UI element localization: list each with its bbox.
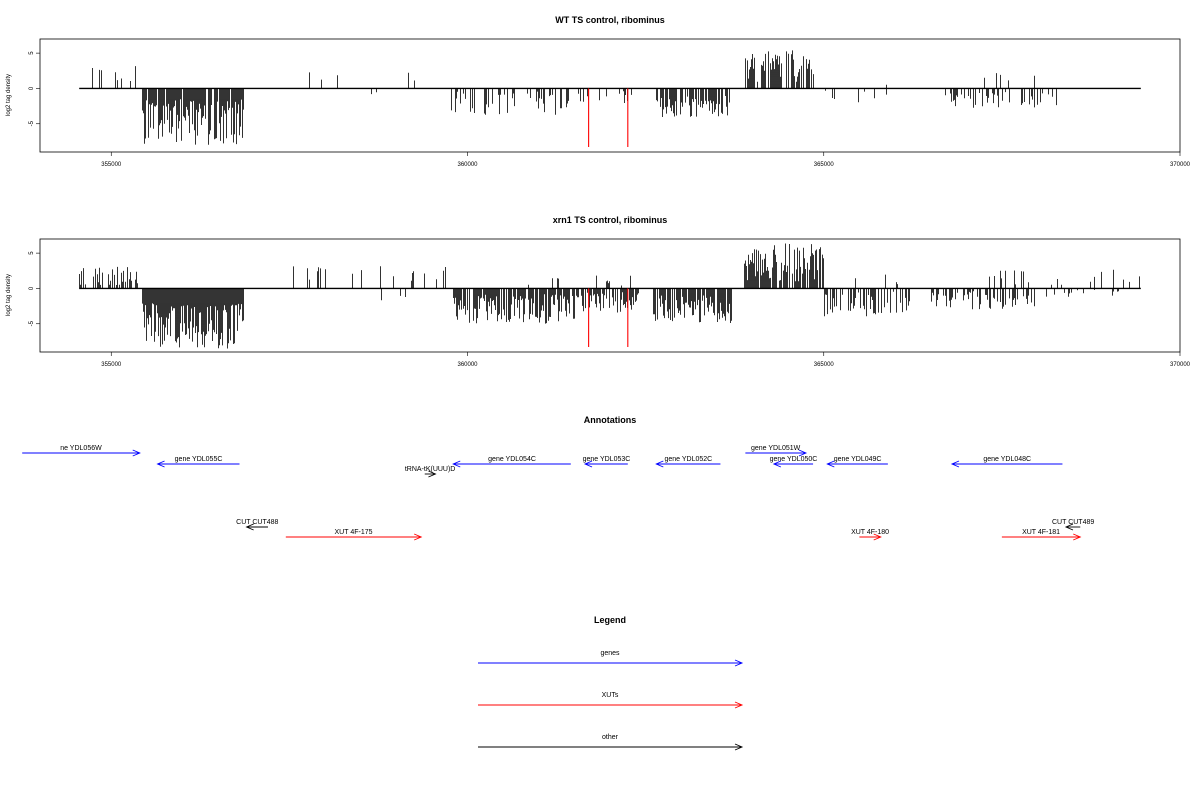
annotation-arrow-head [428, 470, 437, 478]
annotation-label: gene YDL054C [488, 456, 536, 463]
annotation-arrow-head [452, 460, 461, 468]
wt-y-tick-label: 0 [29, 86, 35, 90]
annotations-track: Annotations ne YDL056W gene YDL055C tRNA-t… [22, 415, 1094, 541]
xrn1-y-tick-label: 0 [29, 286, 35, 290]
xrn1-plot-frame [39, 238, 1181, 353]
annotation-arrow-head [156, 460, 165, 468]
annotation-label: XUT 4F-181 [1022, 529, 1060, 536]
wt-x-tick-label: 355000 [101, 162, 122, 168]
annotation-arrow-head [583, 460, 593, 468]
wt-y-axis-label: log2 tag density [6, 74, 12, 116]
annotation-arrow-head [1073, 533, 1082, 541]
legend-title: Legend [594, 615, 626, 625]
annotation-arrow-head [873, 533, 882, 541]
legend-arrow-head [734, 743, 744, 751]
annotation-arrow-head [826, 460, 835, 468]
annotation-label: gene YDL048C [983, 456, 1031, 463]
annotation-arrow-head [772, 460, 782, 468]
xrn1-x-tick-label: 365000 [814, 362, 835, 368]
wt-x-tick-label: 360000 [457, 162, 478, 168]
xrn1-y-axis-label: log2 tag density [6, 274, 12, 316]
wt-y-tick-label: -5 [29, 120, 35, 126]
annotation-label: gene YDL055C [175, 456, 223, 463]
annotation-label: CUT CUT488 [236, 519, 278, 526]
annotation-label: gene YDL050C [770, 456, 818, 463]
wt-x-tick-label: 365000 [814, 162, 835, 168]
xrn1-density-bars [79, 243, 1140, 349]
wt-x-tick-label: 370000 [1170, 162, 1191, 168]
annotation-arrow-head [414, 533, 423, 541]
annotation-arrow-head [1064, 523, 1074, 531]
annotation-arrow-head [245, 523, 254, 531]
annotation-arrow-head [950, 460, 960, 468]
wt-panel-title: WT TS control, ribominus [555, 15, 665, 25]
annotation-arrow-head [798, 449, 808, 457]
wt-plot-frame [39, 38, 1181, 153]
annotation-label: gene YDL052C [665, 456, 713, 463]
legend-label: genes [600, 650, 620, 657]
legend-label: XUTs [602, 692, 619, 699]
annotation-label: gene YDL051W [751, 445, 801, 452]
legend-arrow-head [734, 659, 744, 667]
annotation-label: XUT 4F-175 [335, 529, 373, 536]
xrn1-panel-title: xrn1 TS control, ribominus [553, 215, 668, 225]
annotations-title: Annotations [584, 415, 637, 425]
annotation-label: ne YDL056W [60, 445, 102, 452]
xrn1-density-panel: xrn1 TS control, ribominus log2 tag dens… [6, 215, 1191, 368]
annotation-label: CUT CUT489 [1052, 519, 1094, 526]
annotation-label: XUT 4F-180 [851, 529, 889, 536]
annotation-label: gene YDL049C [834, 456, 882, 463]
xrn1-y-tick-label: 5 [29, 251, 35, 255]
xrn1-y-tick-label: -5 [29, 320, 35, 326]
xrn1-x-tick-label: 355000 [101, 362, 122, 368]
wt-density-panel: WT TS control, ribominus log2 tag densit… [6, 15, 1191, 168]
xrn1-x-tick-label: 370000 [1170, 362, 1191, 368]
annotation-arrow-head [132, 449, 141, 457]
legend-arrow-head [734, 701, 744, 709]
legend: Legend genes XUTs other [478, 615, 744, 751]
legend-label: other [602, 734, 619, 741]
annotation-arrow-head [655, 460, 664, 468]
wt-density-bars [92, 50, 1057, 145]
annotation-label: gene YDL053C [583, 456, 631, 463]
wt-y-tick-label: 5 [29, 51, 35, 55]
xrn1-x-tick-label: 360000 [457, 362, 478, 368]
annotation-label: tRNA-tK(UUU)D [405, 466, 456, 473]
